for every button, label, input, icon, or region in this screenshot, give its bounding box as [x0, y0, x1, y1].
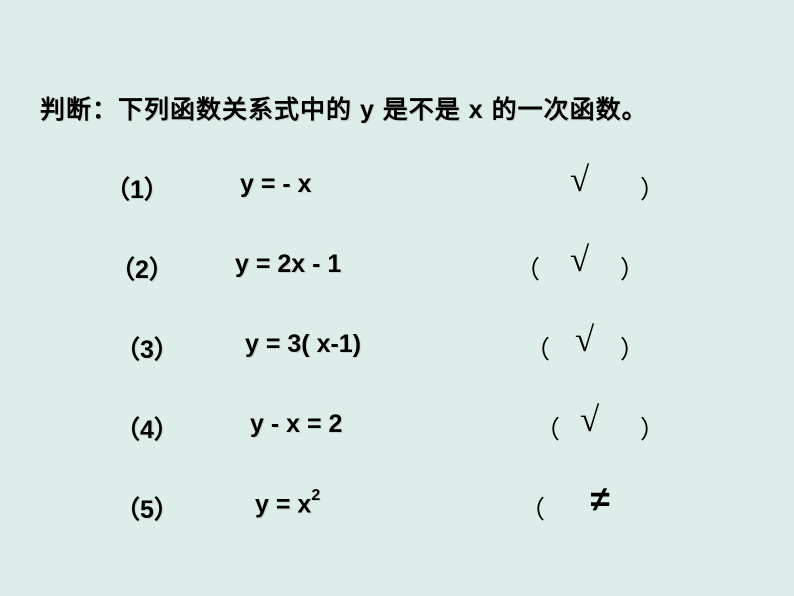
question-row: （5） y = x2 （ ≠: [0, 490, 794, 540]
equation: y = x2: [255, 490, 320, 519]
question-row: （4） y - x = 2 （ √ ）: [0, 410, 794, 460]
question-row: （1） y = - x √ ）: [0, 170, 794, 220]
row-number: （4）: [115, 410, 179, 446]
check-mark: √: [580, 400, 599, 440]
row-number: （3）: [115, 330, 179, 366]
check-mark: √: [575, 320, 594, 360]
left-paren: （: [535, 410, 560, 446]
equation: y - x = 2: [250, 410, 342, 439]
question-title: 判断：下列函数关系式中的 y 是不是 x 的一次函数。: [40, 90, 648, 126]
equation: y = 3( x-1): [245, 330, 361, 359]
right-paren: ）: [640, 410, 665, 446]
left-paren: （: [520, 490, 545, 526]
question-row: （2） y = 2x - 1 （ √ ）: [0, 250, 794, 300]
right-paren: ）: [620, 330, 645, 366]
right-paren: ）: [620, 250, 645, 286]
question-row: （3） y = 3( x-1) （ √ ）: [0, 330, 794, 380]
equation: y = - x: [240, 170, 312, 199]
check-mark: √: [570, 160, 589, 200]
left-paren: （: [525, 330, 550, 366]
cross-mark: ≠: [590, 480, 609, 520]
left-paren: （: [515, 250, 540, 286]
row-number: （2）: [110, 250, 174, 286]
row-number: （1）: [105, 170, 169, 206]
check-mark: √: [570, 240, 589, 280]
equation: y = 2x - 1: [235, 250, 341, 279]
right-paren: ）: [640, 170, 665, 206]
row-number: （5）: [115, 490, 179, 526]
